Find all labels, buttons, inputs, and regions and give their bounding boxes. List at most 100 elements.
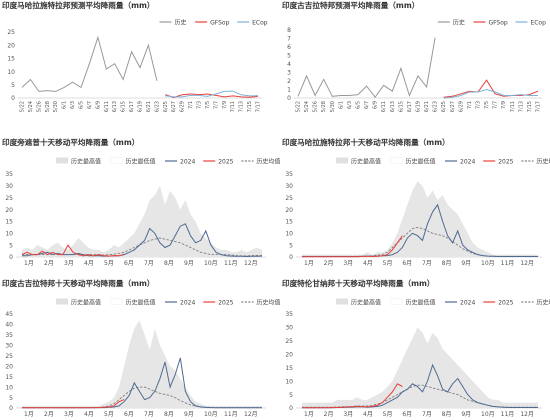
panel-title: 印度旁遮普十天移动平均降雨量（mm） [2,138,140,147]
legend-label: 历史最低值 [126,157,156,165]
y-tick-label: 25 [7,29,15,36]
panel-title: 印度特伦甘纳邦十天移动平均降雨量（mm） [282,279,435,288]
y-tick-label: 20 [7,42,15,49]
y-tick-label: 1 [287,87,291,94]
legend-label: 历史最低值 [406,157,436,165]
x-tick-label: 7/1 [188,101,194,109]
legend-label: 历史最高值 [71,298,101,306]
x-tick-label: 6/23 [433,101,439,112]
y-tick-label: 15 [7,56,15,63]
y-tick-label: 0 [9,405,13,412]
y-tick-label: 35 [285,311,293,318]
x-tick-label: 7月 [144,411,154,418]
y-tick-label: 35 [5,332,13,339]
panel-maharashtra-ma: 印度马哈拉施特拉邦十天移动平均降雨量（mm） 0 5 10 15 20 25 30 35 历史最… [280,137,550,267]
legend-label: 2024 [460,158,475,165]
x-tick-label: 7月 [422,411,432,418]
series-line-2025 [302,235,403,258]
legend-label: GFSop [210,19,229,26]
x-tick-label: 9月 [461,260,471,267]
panel-maharashtra-forecast: 印度马哈拉施特拉邦预测平均降雨量（mm） 0 5 10 15 20 25 历史 GFSop EC… [0,0,275,130]
x-tick-label: 9月 [461,411,471,418]
y-tick-label: 25 [5,195,13,202]
x-tick-label: 1月 [304,411,314,418]
y-tick-label: 5 [287,53,291,60]
x-tick-label: 3月 [64,260,74,267]
x-tick-label: 5月 [383,260,393,267]
y-tick-label: 40 [5,322,13,329]
legend-swatch [336,157,348,164]
x-tick-label: 1月 [304,260,314,267]
legend-label: 历史均值 [256,298,280,306]
x-tick-label: 6/27 [171,101,177,112]
x-tick-label: 8月 [164,411,174,418]
x-tick-label: 7/13 [239,101,245,112]
x-tick-label: 6/9 [373,101,379,109]
legend-swatch [56,298,68,305]
x-tick-label: 6/5 [356,101,362,109]
x-tick-label: 6/13 [390,101,396,112]
y-tick-label: 5 [11,82,15,89]
x-tick-label: 6/3 [70,101,76,109]
series-line-历史 [297,37,436,99]
legend-label: 2025 [218,158,233,165]
chart-telangana-ma: 05101520253035历史最高值历史最低值20242025历史均值1月2月… [285,298,550,418]
chart-gujarat-forecast: 01 23 45 67 8 历史 GFSop ECop 5/22 5/24 5/26 5/28 5/30… [287,18,546,112]
y-tick-label: 15 [285,365,293,372]
x-tick-label: 12月 [244,411,258,418]
series-line-GFSop [443,79,539,98]
x-tick-label: 5月 [104,411,114,418]
x-tick-label: 1月 [24,411,34,418]
y-tick-label: 35 [285,171,293,178]
legend-swatch [390,157,403,164]
legend-label: 历史最低值 [126,298,156,306]
chart-maharashtra-ma: 05101520253035历史最高值历史最低值20242025历史均值1月2月… [285,157,550,267]
legend-label: 2025 [218,299,233,306]
panel-punjab-ma: 印度旁遮普十天移动平均降雨量（mm） 0 5 10 15 20 25 30 35 历史最高值 历史… [0,137,280,267]
panel-gujarat-ma: 印度古吉拉特邦十天移动平均降雨量（mm） 0 5 10 15 20 25 30 35 40 45 历… [0,278,280,420]
x-tick-label: 6/21 [424,101,430,112]
x-tick-label: 4月 [363,411,373,418]
x-tick-label: 3月 [343,260,353,267]
x-tick-label: 6/11 [381,101,387,112]
x-tick-label: 6月 [402,260,412,267]
x-tick-label: 6/21 [146,101,152,112]
x-tick-label: 7/11 [230,101,236,112]
x-tick-label: 6/15 [398,101,404,112]
x-tick-label: 2月 [44,411,54,418]
x-tick-label: 6/11 [104,101,110,112]
y-tick-label: 30 [5,183,13,190]
x-tick-label: 6/19 [416,101,422,112]
legend-swatch [110,157,123,164]
legend-label: 2025 [498,158,513,165]
y-tick-label: 20 [285,207,293,214]
x-tick-label: 10月 [204,260,218,267]
x-tick-label: 10月 [481,411,495,418]
x-tick-label: 5/26 [36,101,42,112]
x-tick-label: 6月 [402,411,412,418]
historical-max-area [302,181,538,257]
series-line-2025 [21,244,125,257]
x-tick-label: 5/24 [304,101,310,112]
historical-max-area [22,320,262,408]
x-tick-label: 7月 [144,260,154,267]
legend-label: 历史最高值 [351,157,381,165]
series-line-2025 [22,399,125,409]
y-tick-label: 0 [289,405,293,412]
x-tick-label: 7/3 [197,101,203,109]
x-tick-label: 4月 [84,411,94,418]
legend-label: 2025 [498,299,513,306]
x-tick-label: 7/11 [510,101,516,112]
x-tick-label: 9月 [184,411,194,418]
y-tick-label: 5 [9,242,13,249]
x-tick-label: 9月 [184,260,194,267]
x-tick-label: 3月 [343,411,353,418]
x-tick-label: 6/29 [180,101,186,112]
series-line-历史 [21,35,158,92]
x-tick-label: 6/7 [364,101,370,109]
legend-swatch [56,157,68,164]
x-tick-label: 5/30 [53,101,59,112]
x-tick-label: 6/1 [62,101,68,109]
